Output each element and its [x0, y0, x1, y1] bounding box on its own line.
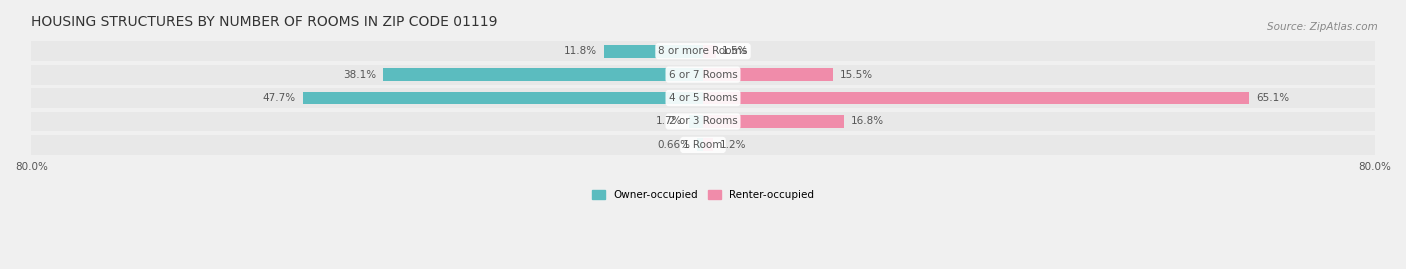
Bar — [703, 92, 1250, 104]
Text: 4 or 5 Rooms: 4 or 5 Rooms — [669, 93, 737, 103]
Text: 8 or more Rooms: 8 or more Rooms — [658, 46, 748, 56]
Bar — [31, 88, 1375, 108]
Bar — [703, 68, 834, 81]
Bar — [605, 45, 703, 58]
Bar — [31, 112, 1375, 132]
Text: 11.8%: 11.8% — [564, 46, 598, 56]
Bar — [703, 45, 716, 58]
Bar — [689, 115, 703, 128]
Text: 0.66%: 0.66% — [658, 140, 690, 150]
Bar — [703, 139, 713, 151]
Text: 65.1%: 65.1% — [1256, 93, 1289, 103]
Bar — [31, 41, 1375, 61]
Legend: Owner-occupied, Renter-occupied: Owner-occupied, Renter-occupied — [592, 190, 814, 200]
Bar — [384, 68, 703, 81]
Text: 1.5%: 1.5% — [723, 46, 749, 56]
Bar — [31, 135, 1375, 155]
Text: 16.8%: 16.8% — [851, 116, 884, 126]
Text: 1.2%: 1.2% — [720, 140, 747, 150]
Text: 38.1%: 38.1% — [343, 70, 377, 80]
Text: Source: ZipAtlas.com: Source: ZipAtlas.com — [1267, 22, 1378, 31]
Text: 15.5%: 15.5% — [839, 70, 873, 80]
Text: 1 Room: 1 Room — [683, 140, 723, 150]
Text: 47.7%: 47.7% — [263, 93, 295, 103]
Bar — [31, 65, 1375, 84]
Text: HOUSING STRUCTURES BY NUMBER OF ROOMS IN ZIP CODE 01119: HOUSING STRUCTURES BY NUMBER OF ROOMS IN… — [31, 15, 498, 29]
Text: 6 or 7 Rooms: 6 or 7 Rooms — [669, 70, 737, 80]
Text: 2 or 3 Rooms: 2 or 3 Rooms — [669, 116, 737, 126]
Text: 1.7%: 1.7% — [655, 116, 682, 126]
Bar — [697, 139, 703, 151]
Bar — [703, 115, 844, 128]
Bar — [302, 92, 703, 104]
